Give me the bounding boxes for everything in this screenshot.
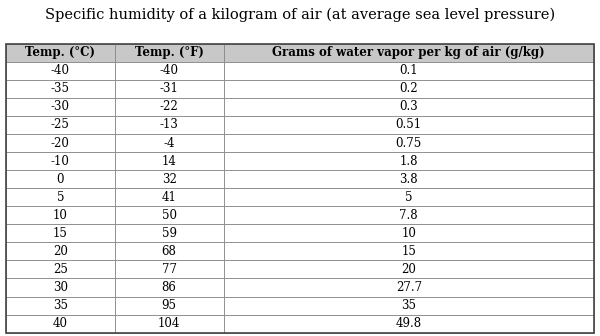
- Bar: [115, 170, 224, 188]
- Bar: [224, 44, 594, 62]
- Text: 50: 50: [161, 209, 176, 222]
- Text: Grams of water vapor per kg of air (g/kg): Grams of water vapor per kg of air (g/kg…: [272, 46, 545, 59]
- Bar: [224, 152, 594, 170]
- Text: 59: 59: [161, 227, 176, 240]
- Bar: [6, 296, 115, 314]
- Text: -40: -40: [160, 64, 179, 77]
- Bar: [115, 116, 224, 134]
- Bar: [6, 80, 115, 98]
- Text: 30: 30: [53, 281, 68, 294]
- Bar: [224, 62, 594, 80]
- Text: 5: 5: [405, 191, 413, 204]
- Bar: [6, 44, 115, 62]
- Text: -40: -40: [51, 64, 70, 77]
- Bar: [115, 188, 224, 206]
- Bar: [6, 279, 115, 296]
- Bar: [6, 206, 115, 224]
- Text: 95: 95: [161, 299, 176, 312]
- Bar: [115, 224, 224, 242]
- Bar: [6, 62, 115, 80]
- Text: 32: 32: [162, 173, 176, 185]
- Text: 25: 25: [53, 263, 68, 276]
- Bar: [6, 170, 115, 188]
- Text: 1.8: 1.8: [400, 155, 418, 168]
- Bar: [224, 116, 594, 134]
- Bar: [224, 260, 594, 279]
- Bar: [115, 242, 224, 260]
- Bar: [115, 296, 224, 314]
- Bar: [6, 260, 115, 279]
- Bar: [224, 170, 594, 188]
- Text: 104: 104: [158, 317, 181, 330]
- Text: 0.75: 0.75: [395, 136, 422, 150]
- Bar: [115, 80, 224, 98]
- Bar: [224, 314, 594, 333]
- Text: 20: 20: [53, 245, 68, 258]
- Bar: [224, 188, 594, 206]
- Text: 35: 35: [53, 299, 68, 312]
- Text: 10: 10: [401, 227, 416, 240]
- Text: Specific humidity of a kilogram of air (at average sea level pressure): Specific humidity of a kilogram of air (…: [45, 8, 555, 22]
- Text: 41: 41: [162, 191, 176, 204]
- Text: -30: -30: [51, 100, 70, 113]
- Bar: [224, 224, 594, 242]
- Bar: [115, 206, 224, 224]
- Bar: [6, 44, 594, 333]
- Bar: [6, 152, 115, 170]
- Text: -25: -25: [51, 119, 70, 131]
- Bar: [115, 152, 224, 170]
- Bar: [224, 80, 594, 98]
- Bar: [115, 260, 224, 279]
- Text: 7.8: 7.8: [400, 209, 418, 222]
- Text: 68: 68: [162, 245, 176, 258]
- Bar: [6, 314, 115, 333]
- Text: 86: 86: [162, 281, 176, 294]
- Bar: [224, 98, 594, 116]
- Text: 40: 40: [53, 317, 68, 330]
- Text: Temp. (°C): Temp. (°C): [25, 46, 95, 59]
- Bar: [115, 134, 224, 152]
- Bar: [224, 279, 594, 296]
- Text: -22: -22: [160, 100, 179, 113]
- Bar: [6, 134, 115, 152]
- Bar: [6, 116, 115, 134]
- Bar: [115, 279, 224, 296]
- Bar: [115, 314, 224, 333]
- Text: -31: -31: [160, 82, 179, 95]
- Text: -10: -10: [51, 155, 70, 168]
- Text: 0.51: 0.51: [396, 119, 422, 131]
- Text: 35: 35: [401, 299, 416, 312]
- Bar: [224, 296, 594, 314]
- Text: -35: -35: [51, 82, 70, 95]
- Bar: [115, 98, 224, 116]
- Text: 0.1: 0.1: [400, 64, 418, 77]
- Text: 5: 5: [56, 191, 64, 204]
- Text: -4: -4: [163, 136, 175, 150]
- Text: -13: -13: [160, 119, 179, 131]
- Text: 3.8: 3.8: [400, 173, 418, 185]
- Text: 27.7: 27.7: [396, 281, 422, 294]
- Text: 0.3: 0.3: [400, 100, 418, 113]
- Text: 77: 77: [161, 263, 176, 276]
- Bar: [115, 44, 224, 62]
- Text: 0.2: 0.2: [400, 82, 418, 95]
- Text: -20: -20: [51, 136, 70, 150]
- Text: 20: 20: [401, 263, 416, 276]
- Text: 0: 0: [56, 173, 64, 185]
- Bar: [224, 242, 594, 260]
- Bar: [6, 98, 115, 116]
- Text: 15: 15: [401, 245, 416, 258]
- Bar: [115, 62, 224, 80]
- Bar: [6, 188, 115, 206]
- Text: 10: 10: [53, 209, 68, 222]
- Text: Temp. (°F): Temp. (°F): [135, 46, 203, 59]
- Bar: [6, 242, 115, 260]
- Text: 15: 15: [53, 227, 68, 240]
- Text: 49.8: 49.8: [396, 317, 422, 330]
- Bar: [6, 224, 115, 242]
- Bar: [224, 206, 594, 224]
- Bar: [224, 134, 594, 152]
- Text: 14: 14: [162, 155, 176, 168]
